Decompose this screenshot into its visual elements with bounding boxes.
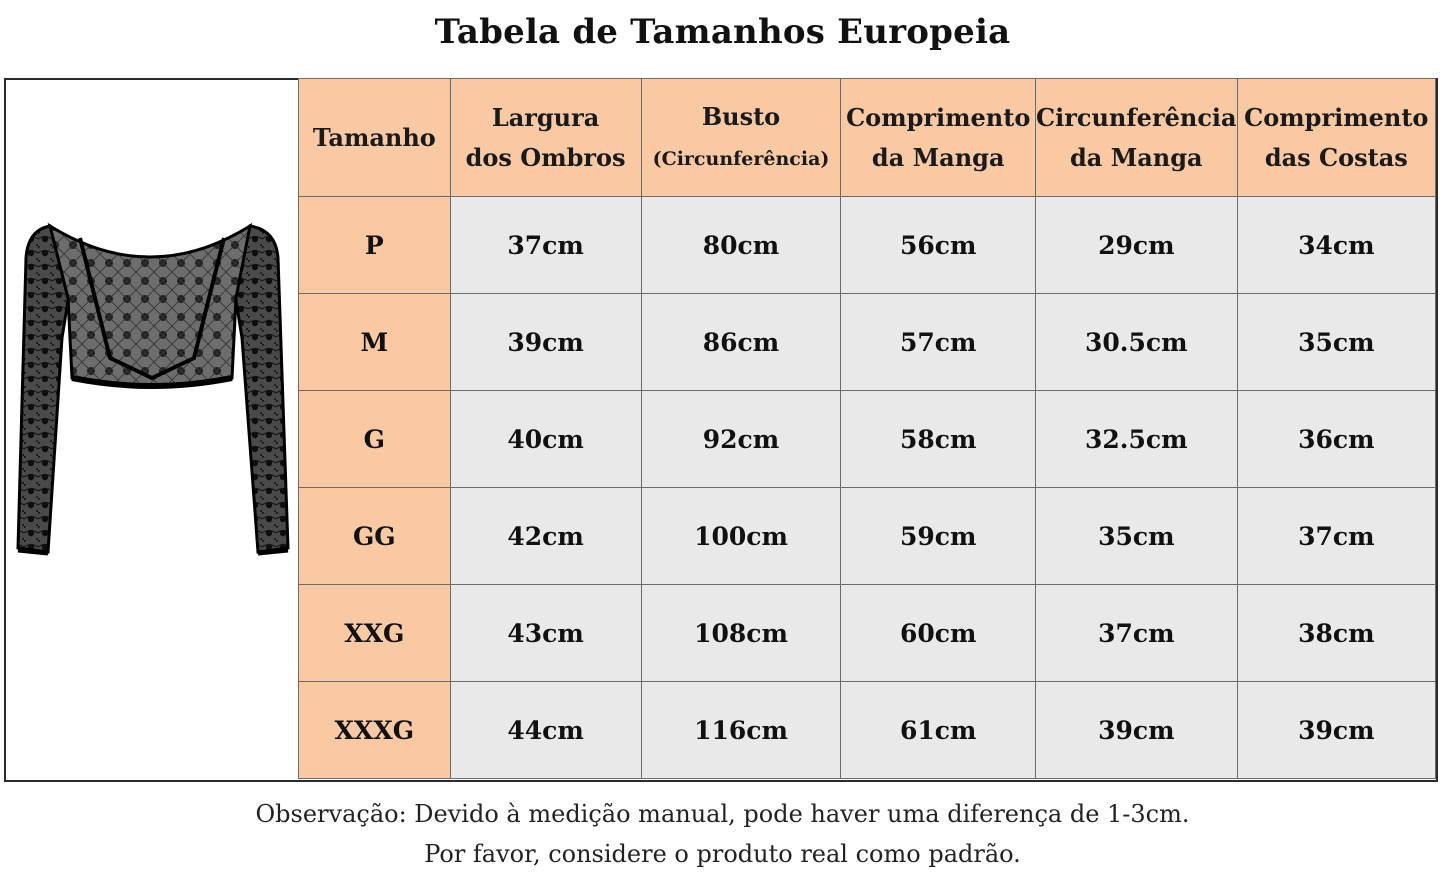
table-cell: 56cm bbox=[840, 196, 1036, 294]
table-cell: 38cm bbox=[1236, 584, 1437, 682]
table-cell: 116cm bbox=[640, 681, 842, 779]
size-cell: G bbox=[298, 390, 451, 488]
table-cell: 37cm bbox=[1034, 584, 1238, 682]
table-cell: 58cm bbox=[840, 390, 1036, 488]
table-cell: 29cm bbox=[1034, 196, 1238, 294]
table-cell: 30.5cm bbox=[1034, 293, 1238, 391]
table-row: XXG 43cm 108cm 60cm 37cm 38cm bbox=[298, 584, 1437, 682]
table-cell: 39cm bbox=[1236, 681, 1437, 779]
size-cell: P bbox=[298, 196, 451, 294]
table-cell: 39cm bbox=[449, 293, 642, 391]
header-bust: Busto (Circunferência) bbox=[640, 78, 842, 197]
table-cell: 57cm bbox=[840, 293, 1036, 391]
table-cell: 80cm bbox=[640, 196, 842, 294]
table-cell: 61cm bbox=[840, 681, 1036, 779]
table-cell: 92cm bbox=[640, 390, 842, 488]
table-row: G 40cm 92cm 58cm 32.5cm 36cm bbox=[298, 390, 1437, 488]
table-row: P 37cm 80cm 56cm 29cm 34cm bbox=[298, 196, 1437, 294]
lace-shrug-top-icon bbox=[16, 222, 290, 556]
table-cell: 86cm bbox=[640, 293, 842, 391]
size-cell: M bbox=[298, 293, 451, 391]
table-cell: 60cm bbox=[840, 584, 1036, 682]
product-note: Por favor, considere o produto real como… bbox=[424, 840, 1021, 868]
header-size: Tamanho bbox=[298, 78, 451, 197]
table-row: GG 42cm 100cm 59cm 35cm 37cm bbox=[298, 487, 1437, 585]
table-cell: 39cm bbox=[1034, 681, 1238, 779]
table-cell: 108cm bbox=[640, 584, 842, 682]
size-cell: XXXG bbox=[298, 681, 451, 779]
table-cell: 36cm bbox=[1236, 390, 1437, 488]
product-image bbox=[6, 80, 298, 780]
table-cell: 35cm bbox=[1034, 487, 1238, 585]
header-sleeve-circumference: Circunferência da Manga bbox=[1034, 78, 1238, 197]
table-cell: 35cm bbox=[1236, 293, 1437, 391]
size-cell: GG bbox=[298, 487, 451, 585]
table-cell: 37cm bbox=[1236, 487, 1437, 585]
table-cell: 32.5cm bbox=[1034, 390, 1238, 488]
table-cell: 43cm bbox=[449, 584, 642, 682]
table-header-row: Tamanho Largura dos Ombros Busto (Circunfe… bbox=[298, 78, 1437, 197]
table-row: XXXG 44cm 116cm 61cm 39cm 39cm bbox=[298, 681, 1437, 779]
table-cell: 100cm bbox=[640, 487, 842, 585]
header-shoulder-width: Largura dos Ombros bbox=[449, 78, 642, 197]
table-cell: 59cm bbox=[840, 487, 1036, 585]
table-cell: 40cm bbox=[449, 390, 642, 488]
size-cell: XXG bbox=[298, 584, 451, 682]
table-cell: 37cm bbox=[449, 196, 642, 294]
header-back-length: Comprimento das Costas bbox=[1236, 78, 1437, 197]
table-row: M 39cm 86cm 57cm 30.5cm 35cm bbox=[298, 293, 1437, 391]
table-cell: 44cm bbox=[449, 681, 642, 779]
measurement-note: Observação: Devido à medição manual, pod… bbox=[255, 800, 1190, 828]
size-chart-frame: Tamanho Largura dos Ombros Busto (Circunfe… bbox=[4, 78, 1438, 782]
table-cell: 42cm bbox=[449, 487, 642, 585]
header-sleeve-length: Comprimento da Manga bbox=[840, 78, 1036, 197]
table-cell: 34cm bbox=[1236, 196, 1437, 294]
page-title: Tabela de Tamanhos Europeia bbox=[434, 12, 1011, 52]
size-table: Tamanho Largura dos Ombros Busto (Circunfe… bbox=[298, 78, 1437, 779]
